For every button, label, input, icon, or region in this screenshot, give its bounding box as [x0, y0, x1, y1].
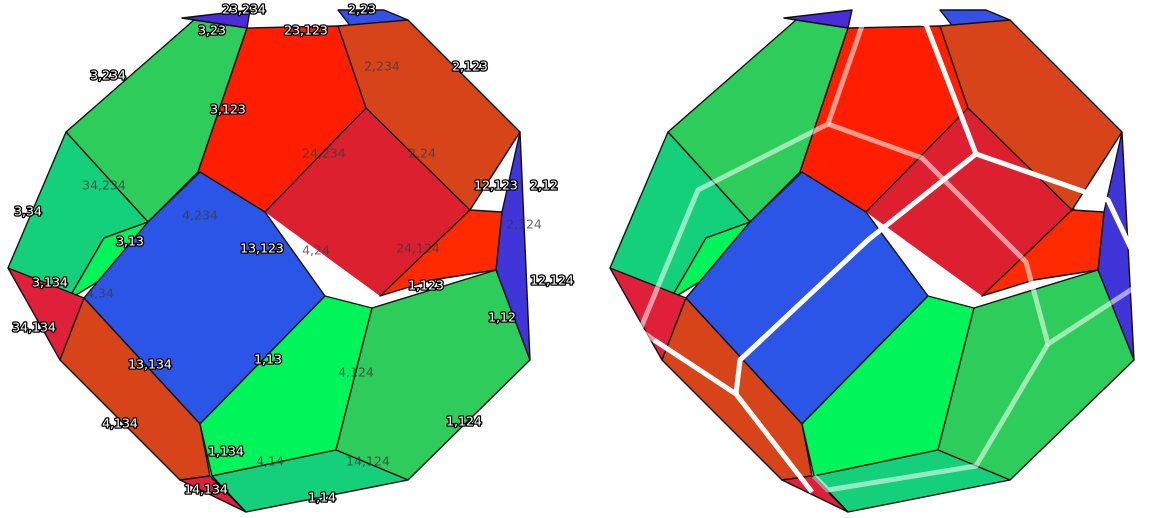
- edge-label: 23,234: [222, 2, 266, 17]
- edge-label: 13,123: [240, 241, 284, 256]
- edge-label: 23,123: [284, 23, 328, 38]
- edge-label: 3,23: [198, 23, 226, 38]
- face-lower-left-red: [179, 475, 247, 513]
- edge-label: 1,134: [208, 444, 244, 459]
- edge-label: 34,134: [12, 320, 56, 335]
- face-upper-red: [197, 25, 367, 213]
- hidden-path-left: [637, 13, 869, 343]
- hidden-path-middle: [827, 121, 1148, 347]
- edge-label: 4,34: [86, 286, 114, 301]
- edge-label: 3,34: [14, 204, 42, 219]
- face-right-red-small-r: [981, 209, 1105, 297]
- edge-label: 24,234: [302, 146, 346, 161]
- edge-label: 1,12: [488, 310, 516, 325]
- edge-label: 4,124: [338, 365, 374, 380]
- face-lower-right-green: [335, 269, 531, 481]
- edge-label: 3,234: [90, 68, 126, 83]
- edge-label: 2,12: [530, 178, 558, 193]
- face-bottom-teal-r: [813, 449, 1011, 513]
- edge-label: 1,13: [254, 352, 282, 367]
- edge-label: 4,134: [102, 416, 138, 431]
- edge-label: 3,123: [210, 102, 246, 117]
- edge-label: 34,234: [82, 178, 126, 193]
- edge-label: 14,134: [184, 482, 228, 497]
- face-upper-right-orange-r: [939, 19, 1123, 211]
- edge-label: 24,124: [396, 241, 440, 256]
- visible-path-diagonal: [652, 152, 978, 397]
- left-edge-labels: 23,234 2,23 3,23 23,123 2,234 2,123 3,234 3,123…: [11, 0, 575, 506]
- edge-label: 1,14: [308, 490, 336, 505]
- edge-label: 2,123: [452, 59, 488, 74]
- edge-label: 4,24: [302, 243, 330, 258]
- back-face-red: [265, 106, 470, 296]
- edge-label: 1,123: [408, 278, 444, 293]
- edge-label: 3,134: [32, 275, 68, 290]
- edge-label: 2,24: [408, 146, 436, 161]
- right-polytope: [609, 9, 1149, 513]
- visible-path-lower: [734, 392, 814, 494]
- edge-label: 3,13: [116, 234, 144, 249]
- edge-label: 2,124: [506, 217, 542, 232]
- face-bottom-teal: [211, 449, 409, 513]
- edge-label: 12,123: [474, 178, 518, 193]
- edge-label: 1,124: [446, 414, 482, 429]
- left-polytope: [7, 9, 531, 513]
- face-lower-left-red-r: [781, 475, 849, 513]
- edge-label: 13,134: [128, 357, 172, 372]
- edge-label: 4,234: [182, 208, 218, 223]
- hidden-path-lower: [812, 342, 1051, 493]
- edge-label: 4,14: [256, 454, 284, 469]
- edge-label: 14,124: [346, 454, 390, 469]
- edge-label: 2,234: [364, 59, 400, 74]
- edge-label: 12,124: [530, 273, 574, 288]
- edge-label: 2,23: [348, 2, 376, 17]
- face-right-red-small: [379, 209, 503, 297]
- back-face-red-right: [866, 106, 1076, 296]
- face-upper-right-orange: [337, 19, 521, 211]
